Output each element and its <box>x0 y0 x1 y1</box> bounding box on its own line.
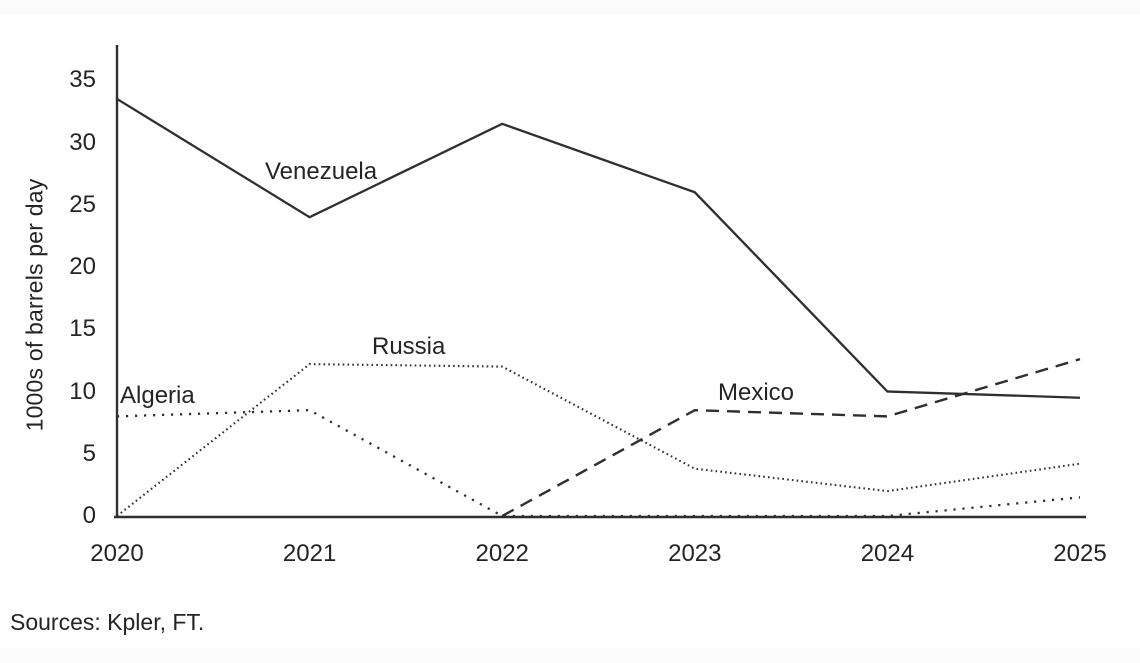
series-line-algeria <box>116 409 1081 518</box>
series-line-venezuela <box>116 97 1081 399</box>
bottom-margin-band <box>0 648 1140 663</box>
top-margin-band <box>0 0 1140 15</box>
series-line-mexico <box>501 357 1081 518</box>
series-line-russia <box>116 363 1081 517</box>
axes <box>114 45 1086 519</box>
series-lines <box>116 97 1081 518</box>
